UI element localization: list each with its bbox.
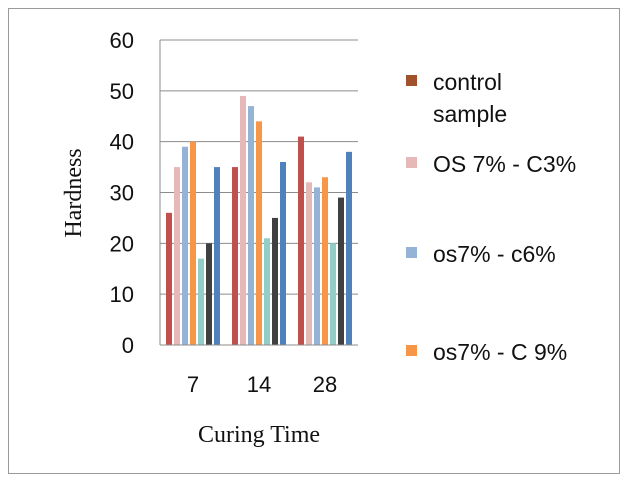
bars bbox=[166, 95, 352, 346]
bar bbox=[182, 146, 188, 345]
bar bbox=[206, 243, 212, 345]
legend-label: os7% - C 9% bbox=[433, 339, 567, 365]
bar bbox=[256, 121, 262, 345]
legend: control sample OS 7% - C3% os7% - c6% os7% -… bbox=[406, 69, 576, 365]
bar bbox=[338, 197, 344, 345]
y-axis-title: Hardness bbox=[61, 148, 87, 237]
bar bbox=[306, 182, 312, 345]
x-tick-label: 28 bbox=[313, 372, 337, 397]
legend-label: os7% - c6% bbox=[433, 241, 556, 267]
bar bbox=[346, 151, 352, 345]
bar bbox=[214, 167, 220, 345]
y-tick-label: 10 bbox=[110, 282, 134, 307]
bar bbox=[166, 212, 172, 345]
bar bbox=[314, 187, 320, 345]
x-tick-label: 14 bbox=[247, 372, 271, 397]
x-tick-label: 7 bbox=[187, 372, 199, 397]
bar bbox=[298, 136, 304, 345]
bar bbox=[272, 217, 278, 345]
legend-swatch bbox=[406, 247, 417, 258]
axes: 0 10 20 30 40 50 60 7 14 28 bbox=[110, 28, 358, 397]
bar bbox=[174, 167, 180, 345]
bar bbox=[330, 243, 336, 345]
y-tick-label: 30 bbox=[110, 181, 134, 206]
bar bbox=[280, 162, 286, 345]
bar bbox=[240, 95, 246, 346]
legend-label: sample bbox=[433, 101, 507, 127]
bar bbox=[198, 258, 204, 345]
bar bbox=[190, 141, 196, 345]
bar bbox=[232, 167, 238, 345]
bar bbox=[264, 238, 270, 345]
legend-label: control bbox=[433, 69, 502, 95]
y-tick-label: 40 bbox=[110, 130, 134, 155]
y-tick-label: 60 bbox=[110, 28, 134, 53]
legend-swatch bbox=[406, 75, 417, 86]
y-tick-label: 0 bbox=[122, 333, 134, 358]
y-tick-label: 50 bbox=[110, 79, 134, 104]
legend-swatch bbox=[406, 157, 417, 168]
x-axis-title: Curing Time bbox=[198, 422, 320, 448]
y-tick-label: 20 bbox=[110, 231, 134, 256]
bar bbox=[322, 177, 328, 345]
legend-label: OS 7% - C3% bbox=[433, 151, 576, 177]
bar bbox=[248, 106, 254, 345]
legend-swatch bbox=[406, 345, 417, 356]
